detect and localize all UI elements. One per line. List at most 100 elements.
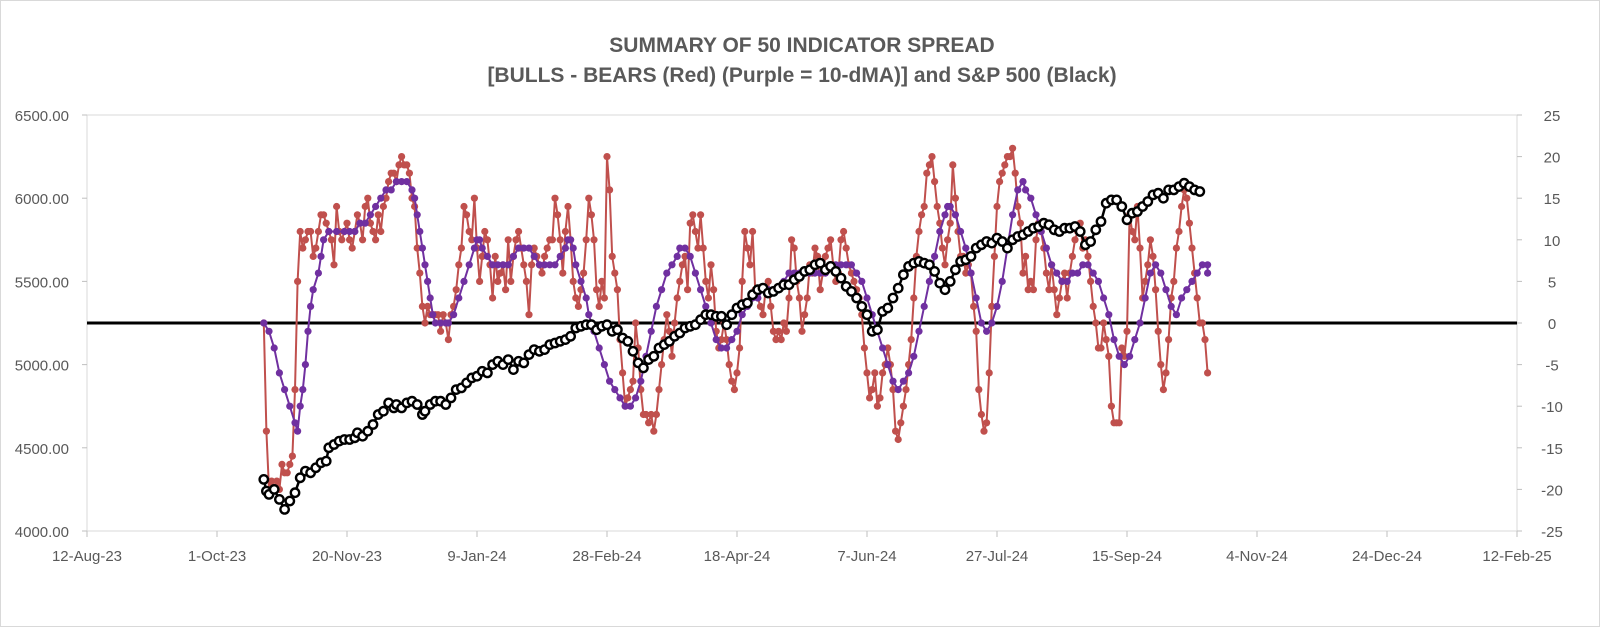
- data-point: [1048, 261, 1056, 269]
- data-point: [418, 302, 426, 310]
- data-point: [929, 265, 940, 277]
- data-point: [543, 244, 551, 252]
- data-point: [1074, 269, 1082, 277]
- data-point: [1183, 286, 1191, 294]
- data-point: [294, 277, 302, 285]
- data-point: [772, 336, 780, 344]
- data-point: [512, 236, 520, 244]
- data-point: [325, 227, 333, 236]
- data-point: [691, 269, 700, 277]
- data-point: [697, 211, 705, 219]
- data-point: [390, 169, 398, 177]
- data-point: [286, 460, 294, 468]
- data-point: [289, 487, 301, 499]
- data-point: [431, 319, 439, 327]
- data-point: [996, 236, 1008, 247]
- data-point: [1193, 269, 1201, 277]
- data-point: [356, 219, 364, 227]
- data-point: [931, 252, 939, 260]
- data-point: [279, 503, 290, 515]
- data-point: [835, 272, 847, 284]
- data-point: [613, 286, 622, 294]
- data-point: [1128, 227, 1136, 236]
- data-point: [291, 419, 299, 427]
- data-point: [1141, 277, 1149, 285]
- x-tick-label: 20-Nov-23: [312, 548, 382, 565]
- data-point: [416, 227, 424, 236]
- data-point: [1111, 194, 1123, 206]
- data-point: [330, 261, 338, 269]
- data-point: [612, 324, 623, 336]
- data-point: [320, 455, 332, 467]
- data-point: [642, 410, 650, 419]
- data-point: [1105, 352, 1113, 360]
- data-point: [362, 425, 374, 437]
- data-point: [723, 336, 731, 344]
- data-point: [507, 277, 515, 285]
- data-point: [1063, 277, 1071, 285]
- y-right-tick-label: -25: [1541, 524, 1563, 541]
- data-point: [861, 309, 873, 321]
- data-point: [933, 202, 941, 211]
- data-point: [965, 250, 977, 262]
- data-point: [535, 261, 544, 269]
- data-point: [463, 211, 471, 219]
- data-point: [990, 252, 999, 260]
- data-point: [377, 405, 389, 417]
- data-point: [398, 178, 406, 186]
- data-point: [681, 244, 689, 252]
- data-point: [1146, 236, 1154, 244]
- data-point: [299, 386, 307, 394]
- data-point: [494, 277, 502, 285]
- data-point: [1079, 261, 1087, 269]
- data-point: [898, 269, 909, 281]
- data-point: [920, 302, 928, 310]
- data-point: [1123, 327, 1131, 335]
- data-point: [530, 244, 538, 252]
- data-point: [1058, 277, 1066, 285]
- data-point: [1100, 294, 1108, 302]
- data-point: [798, 327, 806, 335]
- data-point: [403, 178, 411, 186]
- data-point: [314, 227, 322, 236]
- data-point: [694, 244, 702, 252]
- data-point: [572, 261, 580, 269]
- data-point: [764, 277, 772, 285]
- data-point: [460, 277, 468, 285]
- data-point: [780, 319, 788, 327]
- data-point: [556, 236, 564, 244]
- data-point: [359, 236, 367, 244]
- data-point: [582, 236, 590, 244]
- data-point: [525, 311, 533, 319]
- data-point: [1167, 302, 1175, 310]
- data-point: [928, 153, 936, 161]
- data-point: [702, 302, 710, 310]
- x-tick-label: 9-Jan-24: [447, 548, 506, 565]
- data-point: [624, 394, 632, 402]
- data-point: [283, 469, 291, 477]
- data-point: [377, 227, 385, 236]
- data-point: [975, 386, 983, 394]
- data-point: [291, 386, 299, 394]
- data-point: [1159, 386, 1167, 394]
- series-line: [262, 147, 1209, 491]
- data-point: [374, 211, 382, 219]
- data-point: [627, 345, 639, 357]
- data-point: [749, 227, 757, 236]
- data-point: [840, 227, 848, 236]
- data-point: [561, 227, 570, 236]
- data-point: [361, 219, 369, 227]
- data-point: [938, 244, 947, 252]
- data-point: [686, 219, 694, 227]
- data-point: [673, 252, 681, 260]
- data-point: [1053, 311, 1061, 319]
- data-point: [528, 261, 536, 269]
- data-point: [1194, 186, 1206, 197]
- data-point: [1142, 196, 1154, 207]
- data-point: [1131, 336, 1139, 344]
- data-point: [728, 377, 736, 385]
- data-point: [769, 327, 778, 335]
- data-point: [541, 252, 549, 260]
- data-point: [925, 277, 934, 285]
- data-point: [1204, 261, 1212, 269]
